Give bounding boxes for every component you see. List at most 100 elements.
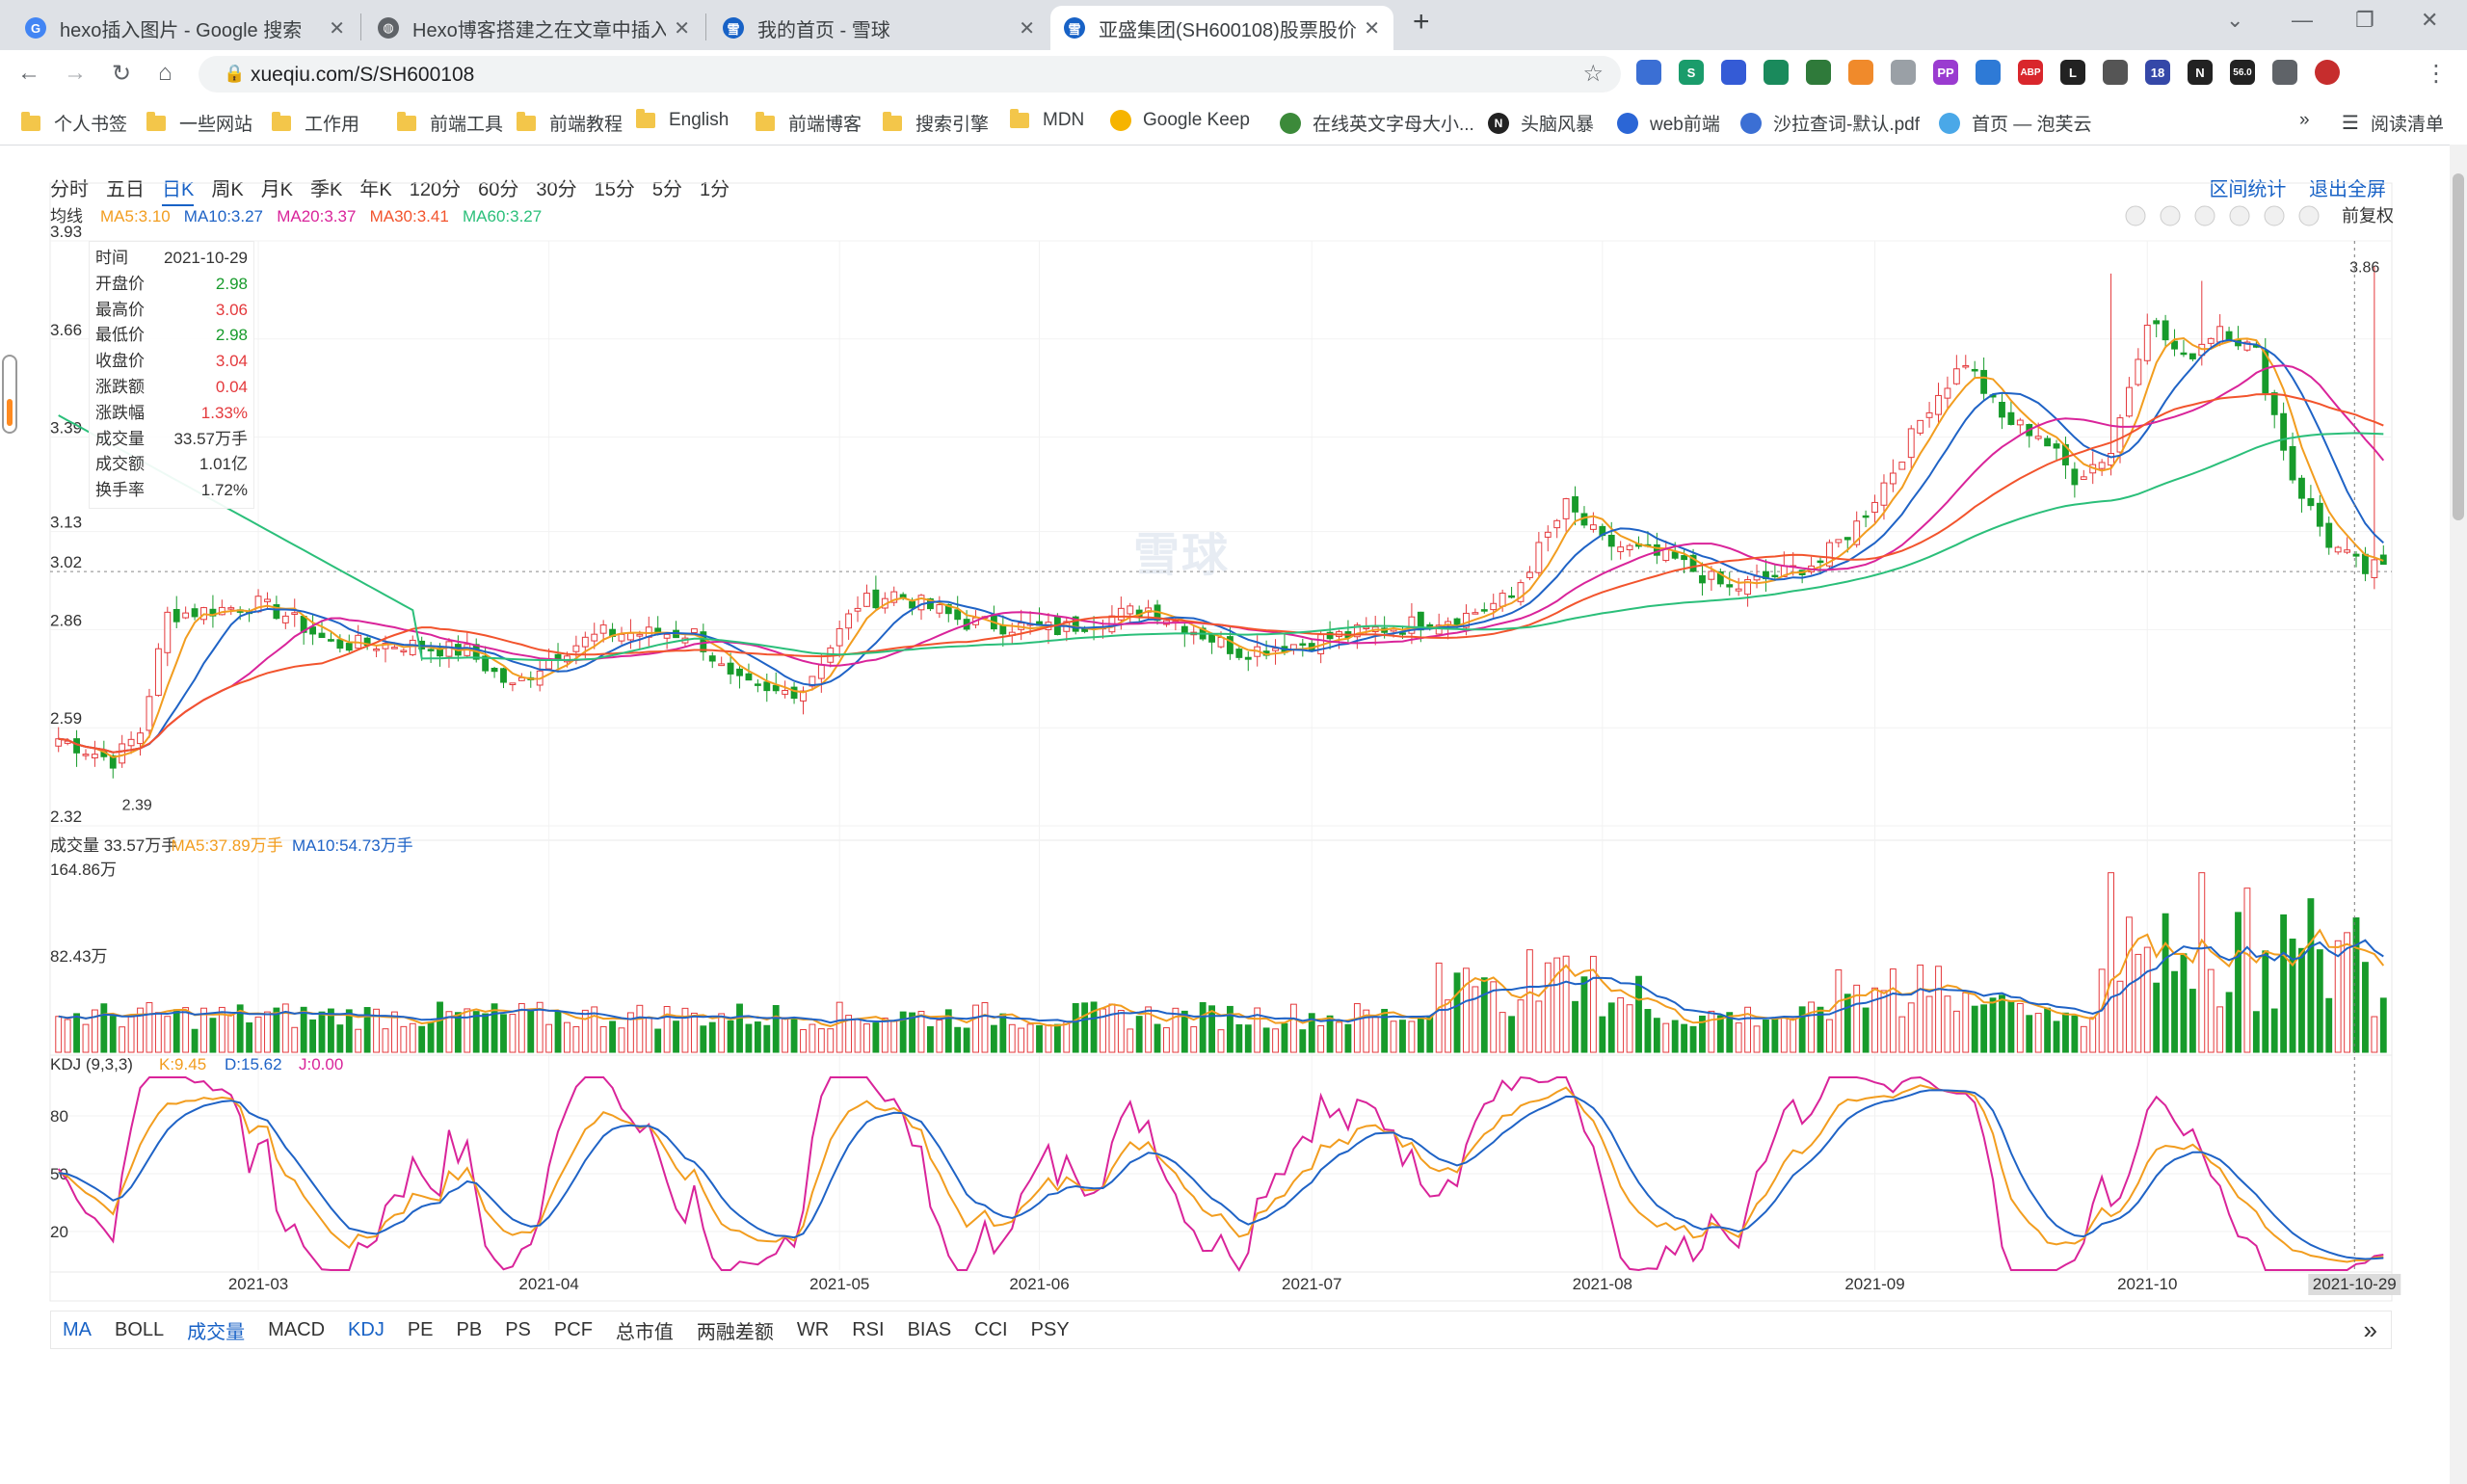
- bookmark-item[interactable]: 个人书签: [21, 110, 127, 136]
- browser-tab[interactable]: ◍ Hexo博客搭建之在文章中插入图 ✕: [364, 6, 703, 50]
- prev-icon[interactable]: [2229, 205, 2250, 226]
- period-tab[interactable]: 30分: [536, 179, 577, 200]
- globe-icon[interactable]: [1806, 60, 1831, 85]
- indicator-more-icon[interactable]: »: [2363, 1315, 2377, 1344]
- page-scrollbar[interactable]: [2450, 145, 2467, 1484]
- indicator-tab[interactable]: RSI: [852, 1318, 885, 1340]
- browser-menu-icon[interactable]: ⋮: [2425, 61, 2448, 87]
- back-icon[interactable]: ←: [17, 60, 40, 86]
- avatar-icon[interactable]: [2315, 60, 2340, 85]
- bookmark-item[interactable]: MDN: [1010, 109, 1084, 131]
- browser-tab-active[interactable]: 雪 亚盛集团(SH600108)股票股价_ ✕: [1050, 6, 1393, 50]
- period-tab[interactable]: 分时: [50, 179, 89, 200]
- period-tab[interactable]: 120分: [409, 179, 462, 200]
- reading-list-button[interactable]: ☰ 阅读清单: [2342, 110, 2444, 136]
- indicator-tab[interactable]: PE: [407, 1318, 434, 1340]
- n-icon[interactable]: N: [2188, 60, 2213, 85]
- close-tab-icon[interactable]: ✕: [329, 17, 345, 40]
- shield-icon[interactable]: [1636, 60, 1661, 85]
- indicator-tab[interactable]: MACD: [268, 1318, 326, 1340]
- pen-icon[interactable]: [1976, 60, 2001, 85]
- indicator-tab[interactable]: CCI: [974, 1318, 1008, 1340]
- indicator-tab[interactable]: BIAS: [907, 1318, 952, 1340]
- candle-body: [2270, 392, 2278, 415]
- bookmark-item[interactable]: English: [636, 109, 729, 131]
- grid-icon[interactable]: [1721, 60, 1746, 85]
- zoom-in-icon[interactable]: [2160, 205, 2181, 226]
- lock-icon[interactable]: [2298, 205, 2320, 226]
- indicator-tab[interactable]: WR: [796, 1318, 830, 1340]
- indicator-tab[interactable]: MA: [63, 1318, 92, 1340]
- exit-fullscreen-link[interactable]: 退出全屏: [2309, 179, 2386, 200]
- bookmark-item[interactable]: 搜索引擎: [883, 110, 989, 136]
- period-tab[interactable]: 季K: [310, 179, 343, 200]
- wave-icon[interactable]: [1848, 60, 1873, 85]
- period-tab[interactable]: 年K: [359, 179, 392, 200]
- undo-icon[interactable]: [2125, 205, 2146, 226]
- forward-icon[interactable]: →: [64, 60, 87, 86]
- reload-icon[interactable]: ↻: [112, 61, 132, 87]
- period-tab[interactable]: 5分: [651, 179, 682, 200]
- close-tab-icon[interactable]: ✕: [1019, 17, 1035, 40]
- range-stats-link[interactable]: 区间统计: [2209, 179, 2287, 200]
- bookmark-item[interactable]: Google Keep: [1110, 110, 1250, 131]
- candle-body: [2225, 331, 2233, 341]
- indicator-tab[interactable]: PSY: [1030, 1318, 1070, 1340]
- zoom-out-icon[interactable]: [2194, 205, 2215, 226]
- bookmark-item[interactable]: 沙拉查词-默认.pdf: [1740, 110, 1920, 136]
- scrollbar-thumb[interactable]: [2453, 173, 2464, 520]
- abp-icon[interactable]: ABP: [2018, 60, 2043, 85]
- url-text[interactable]: xueqiu.com/S/SH600108: [251, 64, 475, 86]
- s-icon[interactable]: S: [1679, 60, 1704, 85]
- bookmark-item[interactable]: 前端博客: [756, 110, 862, 136]
- new-tab-button[interactable]: +: [1413, 6, 1430, 38]
- period-tab[interactable]: 60分: [478, 179, 519, 200]
- close-tab-icon[interactable]: ✕: [674, 17, 690, 40]
- indicator-tab[interactable]: 两融差额: [696, 1321, 774, 1343]
- close-tab-icon[interactable]: ✕: [1364, 17, 1380, 40]
- bookmark-item[interactable]: 在线英文字母大小...: [1280, 110, 1474, 136]
- bookmark-item[interactable]: 首页 — 泡芙云: [1939, 110, 2092, 136]
- cap-icon[interactable]: 18: [2145, 60, 2170, 85]
- bookmark-item[interactable]: 前端教程: [517, 110, 623, 136]
- indicator-tab[interactable]: KDJ: [348, 1318, 385, 1340]
- bookmark-item[interactable]: 一些网站: [146, 110, 252, 136]
- next-icon[interactable]: [2264, 205, 2285, 226]
- bookmark-item[interactable]: 前端工具: [397, 110, 503, 136]
- indicator-tab[interactable]: PCF: [553, 1318, 593, 1340]
- bookmark-item[interactable]: web前端: [1617, 110, 1720, 136]
- indicator-tab[interactable]: PS: [505, 1318, 531, 1340]
- l-icon[interactable]: L: [2060, 60, 2085, 85]
- tab-search-icon[interactable]: ⌄: [2226, 8, 2244, 32]
- bookmark-star-icon[interactable]: ☆: [1582, 61, 1604, 87]
- period-tab[interactable]: 五日: [106, 179, 145, 200]
- indicator-tab[interactable]: 总市值: [615, 1321, 674, 1343]
- browser-tab[interactable]: 雪 我的首页 - 雪球 ✕: [709, 6, 1048, 50]
- bookmarks-more-icon[interactable]: »: [2299, 110, 2310, 130]
- indicator-tab[interactable]: PB: [456, 1318, 483, 1340]
- home-icon[interactable]: ⌂: [158, 60, 172, 86]
- indicator-tab[interactable]: BOLL: [115, 1318, 165, 1340]
- side-scroll-widget[interactable]: [2, 355, 17, 434]
- lock-icon[interactable]: 🔒: [224, 64, 246, 83]
- period-tab[interactable]: 1分: [699, 179, 730, 200]
- vue-icon[interactable]: [1764, 60, 1789, 85]
- period-tab[interactable]: 15分: [594, 179, 635, 200]
- stock-chart[interactable]: 2021-03 2021-04 2021-05 2021-06 2021-07 2021-…: [0, 145, 2438, 1311]
- maximize-button[interactable]: ❐: [2355, 8, 2374, 32]
- close-window-button[interactable]: ✕: [2421, 8, 2439, 32]
- bookmark-item[interactable]: 工作用: [272, 110, 359, 136]
- browser-tab[interactable]: G hexo插入图片 - Google 搜索 ✕: [12, 6, 358, 50]
- minimize-button[interactable]: —: [2292, 8, 2313, 32]
- period-tab[interactable]: 日K: [162, 173, 195, 206]
- puzzle-icon[interactable]: [2272, 60, 2297, 85]
- bookmark-item[interactable]: N 头脑风暴: [1488, 110, 1594, 136]
- period-tab[interactable]: 周K: [211, 179, 244, 200]
- meter-icon[interactable]: 56.0: [2230, 60, 2255, 85]
- address-bar[interactable]: 🔒 xueqiu.com/S/SH600108 ☆: [199, 56, 1621, 93]
- pp-icon[interactable]: PP: [1933, 60, 1958, 85]
- square-icon[interactable]: [2103, 60, 2128, 85]
- folder-icon[interactable]: [1891, 60, 1916, 85]
- period-tab[interactable]: 月K: [260, 179, 294, 200]
- indicator-tab[interactable]: 成交量: [187, 1321, 246, 1343]
